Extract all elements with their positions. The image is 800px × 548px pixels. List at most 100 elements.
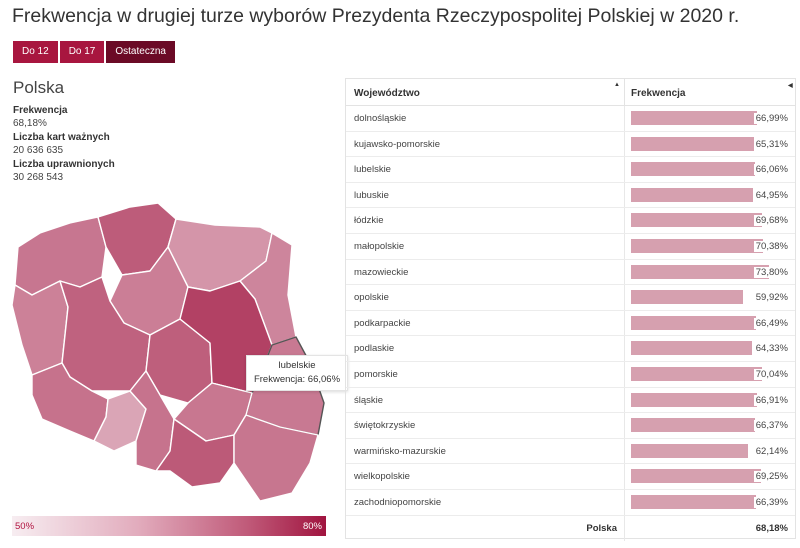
summary-panel: Polska Frekwencja 68,18% Liczba kart waż… — [13, 78, 333, 185]
turnout-table: Województwo ▲ Frekwencja ◀ dolnośląskie 6… — [345, 78, 796, 542]
eligible-value: 30 268 543 — [13, 172, 64, 183]
row-value: 62,14% — [753, 445, 788, 457]
row-name: pomorskie — [354, 368, 398, 380]
cell-divider — [624, 387, 625, 413]
valid-ballots-label: Liczba kart ważnych — [13, 132, 110, 143]
legend-max-label: 80% — [302, 521, 322, 532]
row-value: 70,04% — [753, 368, 788, 380]
table-row: podlaskie 64,33% — [346, 336, 795, 362]
period-button-17[interactable]: Do 17 — [59, 41, 105, 63]
tooltip-region: lubelskie — [278, 360, 316, 371]
table-row: warmińsko-mazurskie 62,14% — [346, 438, 795, 465]
row-value: 66,91% — [753, 394, 788, 406]
cell-divider — [624, 285, 625, 310]
cell-divider — [624, 157, 625, 182]
row-name: wielkopolskie — [354, 471, 410, 483]
turnout-bar — [631, 187, 753, 202]
map-region-lubuskie[interactable] — [11, 280, 69, 376]
table-row: kujawsko-pomorskie 65,31% — [346, 131, 795, 158]
map-region-podkarpackie[interactable] — [233, 414, 319, 502]
table-row: wielkopolskie 69,25% — [346, 464, 795, 490]
turnout-bar — [631, 238, 763, 253]
row-name: lubuskie — [354, 189, 389, 201]
sort-left-icon[interactable]: ◀ — [788, 83, 793, 89]
table-row: łódzkie 69,68% — [346, 208, 795, 234]
row-value: 66,49% — [753, 317, 788, 329]
cell-divider — [624, 413, 625, 438]
row-value: 64,95% — [753, 189, 788, 201]
cell-divider — [624, 489, 625, 515]
period-button-final[interactable]: Ostateczna — [106, 41, 175, 63]
header-divider — [624, 79, 625, 105]
map-tooltip: lubelskie Frekwencja: 66,06% — [246, 355, 348, 391]
period-buttons: Do 12 Do 17 Ostateczna — [13, 41, 175, 63]
table-row: lubelskie 66,06% — [346, 157, 795, 183]
row-value: 73,80% — [753, 266, 788, 278]
color-legend: 50% 80% — [12, 516, 326, 536]
row-name: świętokrzyskie — [354, 420, 416, 432]
table-row: śląskie 66,91% — [346, 387, 795, 414]
total-value: 68,18% — [753, 522, 788, 534]
table-row: lubuskie 64,95% — [346, 182, 795, 209]
turnout-bar — [631, 315, 756, 330]
turnout-bar — [631, 290, 744, 305]
row-value: 66,06% — [753, 164, 788, 176]
row-value: 59,92% — [753, 292, 788, 304]
row-value: 69,25% — [753, 471, 788, 483]
turnout-bar — [631, 366, 763, 381]
row-value: 69,68% — [753, 215, 788, 227]
eligible-label: Liczba uprawnionych — [13, 159, 115, 170]
table-total-row: Polska 68,18% — [346, 515, 795, 542]
cell-divider — [624, 438, 625, 464]
row-name: podlaskie — [354, 343, 395, 355]
table-row: opolskie 59,92% — [346, 285, 795, 311]
turnout-bar — [631, 162, 755, 177]
map-region-małopolskie[interactable] — [155, 418, 235, 488]
row-value: 70,38% — [753, 240, 788, 252]
turnout-bar — [631, 264, 770, 279]
table-body: dolnośląskie 66,99% kujawsko-pomorskie 65,3… — [346, 106, 795, 542]
valid-ballots-value: 20 636 635 — [13, 145, 64, 156]
turnout-bar — [631, 111, 757, 125]
row-name: warmińsko-mazurskie — [354, 445, 446, 457]
row-name: mazowieckie — [354, 266, 409, 278]
table-row: małopolskie 70,38% — [346, 233, 795, 260]
row-name: kujawsko-pomorskie — [354, 138, 441, 150]
cell-divider — [624, 106, 625, 131]
row-name: zachodniopomorskie — [354, 496, 442, 508]
turnout-bar — [631, 494, 756, 509]
row-name: lubelskie — [354, 164, 391, 176]
cell-divider — [624, 259, 625, 285]
turnout-bar — [631, 392, 757, 407]
column-header-turnout[interactable]: Frekwencja — [631, 88, 686, 99]
page-title: Frekwencja w drugiej turze wyborów Prezy… — [12, 5, 740, 27]
row-name: podkarpackie — [354, 317, 411, 329]
table-row: mazowieckie 73,80% — [346, 259, 795, 286]
summary-region: Polska — [13, 78, 65, 97]
table-row: świętokrzyskie 66,37% — [346, 413, 795, 439]
cell-divider — [624, 208, 625, 233]
table-row: dolnośląskie 66,99% — [346, 106, 795, 132]
row-value: 66,99% — [753, 113, 788, 124]
cell-divider — [624, 131, 625, 157]
table-row: pomorskie 70,04% — [346, 361, 795, 388]
column-header-voivodeship[interactable]: Województwo — [354, 88, 420, 99]
cell-divider — [624, 310, 625, 336]
table-row: zachodniopomorskie 66,39% — [346, 489, 795, 516]
row-name: łódzkie — [354, 215, 384, 227]
cell-divider — [624, 233, 625, 259]
cell-divider — [624, 182, 625, 208]
sort-up-icon[interactable]: ▲ — [614, 82, 620, 88]
turnout-label: Frekwencja — [13, 105, 68, 116]
turnout-bar — [631, 213, 762, 228]
turnout-value: 68,18% — [13, 118, 47, 129]
turnout-bar — [631, 136, 754, 151]
turnout-bar — [631, 443, 748, 458]
row-value: 64,33% — [753, 343, 788, 355]
turnout-bar — [631, 469, 761, 484]
turnout-bar — [631, 341, 752, 356]
cell-divider — [624, 515, 625, 542]
row-value: 65,31% — [753, 138, 788, 150]
period-button-12[interactable]: Do 12 — [13, 41, 58, 63]
table-header: Województwo ▲ Frekwencja ◀ — [346, 79, 795, 106]
